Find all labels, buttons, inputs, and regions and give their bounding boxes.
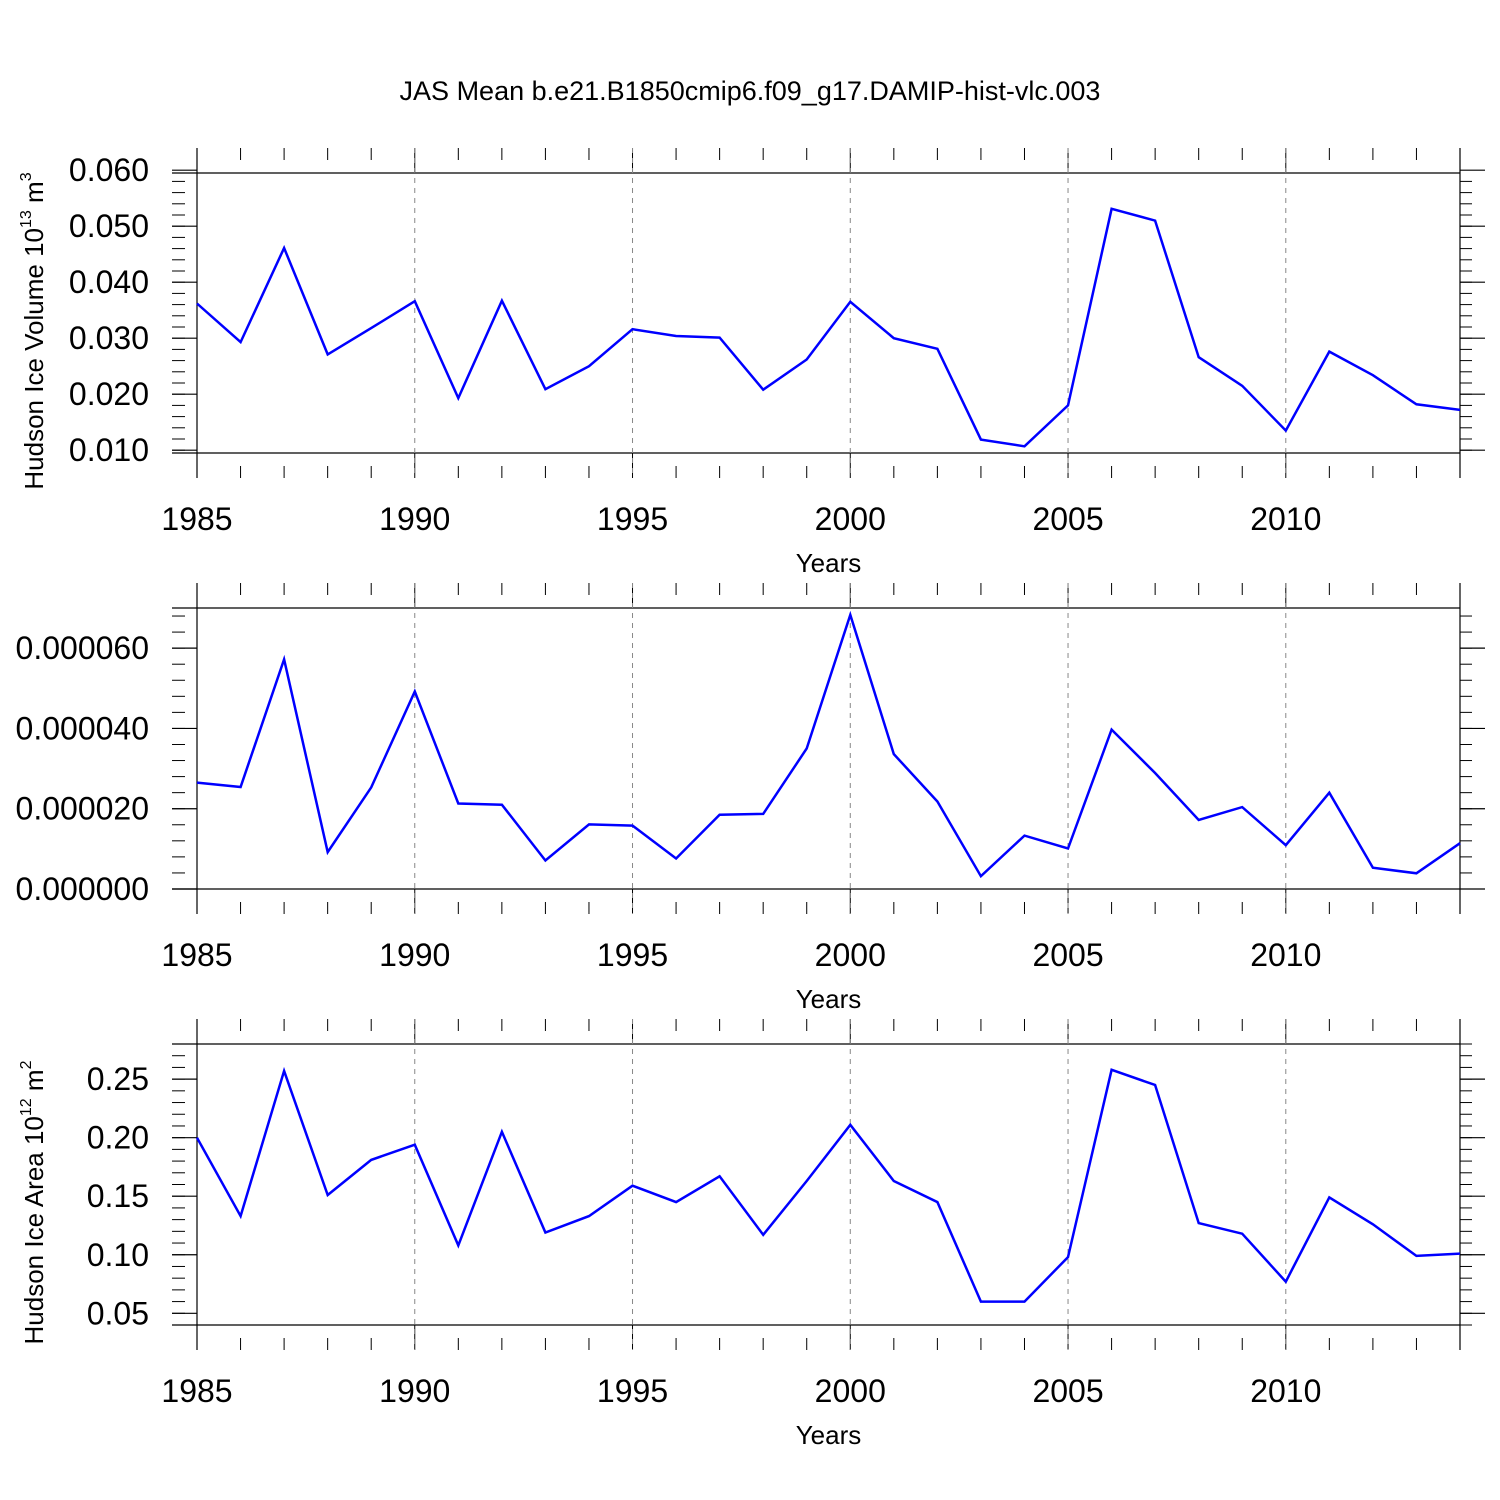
y-tick-label: 0.060 [69, 152, 149, 188]
y-tick-label: 0.25 [87, 1061, 149, 1097]
x-tick-label: 2000 [815, 1373, 886, 1409]
x-tick-label: 2005 [1032, 937, 1103, 973]
x-tick-label: 2010 [1250, 1373, 1321, 1409]
x-tick-label: 2010 [1250, 501, 1321, 537]
x-tick-label: 2000 [815, 937, 886, 973]
series-line [196, 610, 1461, 879]
y-tick-label: 0.15 [87, 1178, 149, 1214]
panel-middle-series: 1985 1990 1995 2000 2005 2010 0.000000 0.000020… [16, 583, 1485, 1014]
y-tick-label: 0.020 [69, 376, 149, 412]
x-tick-label: 1995 [597, 937, 668, 973]
x-tick-label: 2010 [1250, 937, 1321, 973]
y-tick-label: 0.20 [87, 1120, 149, 1156]
x-tick-label: 1990 [379, 501, 450, 537]
y-axis-label: Hudson Ice Area 1012 m2 [18, 1060, 49, 1344]
y-tick-label: 0.000060 [16, 630, 149, 666]
x-tick-label: 1990 [379, 937, 450, 973]
y-tick-label: 0.050 [69, 208, 149, 244]
y-tick-label: 0.040 [69, 264, 149, 300]
series-line [195, 1066, 1461, 1303]
y-tick-label: 0.000020 [16, 791, 149, 827]
y-tick-label: 0.030 [69, 320, 149, 356]
y-tick-label: 0.000000 [16, 871, 149, 907]
x-tick-label: 1995 [597, 1373, 668, 1409]
y-tick-label: 0.010 [69, 432, 149, 468]
x-axis-label: Years [796, 984, 862, 1014]
y-tick-label: 0.10 [87, 1237, 149, 1273]
panel-ice-area: 1985 1990 1995 2000 2005 2010 0.05 0.10 0.15 0.20… [18, 1019, 1485, 1450]
x-tick-label: 1990 [379, 1373, 450, 1409]
x-tick-label: 2005 [1032, 501, 1103, 537]
y-tick-label: 0.000040 [16, 710, 149, 746]
series-line [196, 207, 1461, 448]
x-tick-label: 1985 [161, 1373, 232, 1409]
x-axis-label: Years [796, 548, 862, 578]
panel-ice-volume: 1985 1990 1995 2000 2005 2010 0.010 0.020 0.030 0… [18, 148, 1485, 578]
x-tick-label: 1995 [597, 501, 668, 537]
chart-title: JAS Mean b.e21.B1850cmip6.f09_g17.DAMIP-… [400, 76, 1101, 106]
y-tick-label: 0.05 [87, 1295, 149, 1331]
x-tick-label: 1985 [161, 937, 232, 973]
y-axis-label: Hudson Ice Volume 1013 m3 [18, 172, 49, 489]
x-tick-label: 2000 [815, 501, 886, 537]
x-tick-label: 2005 [1032, 1373, 1103, 1409]
x-axis-label: Years [796, 1420, 862, 1450]
x-tick-label: 1985 [161, 501, 232, 537]
